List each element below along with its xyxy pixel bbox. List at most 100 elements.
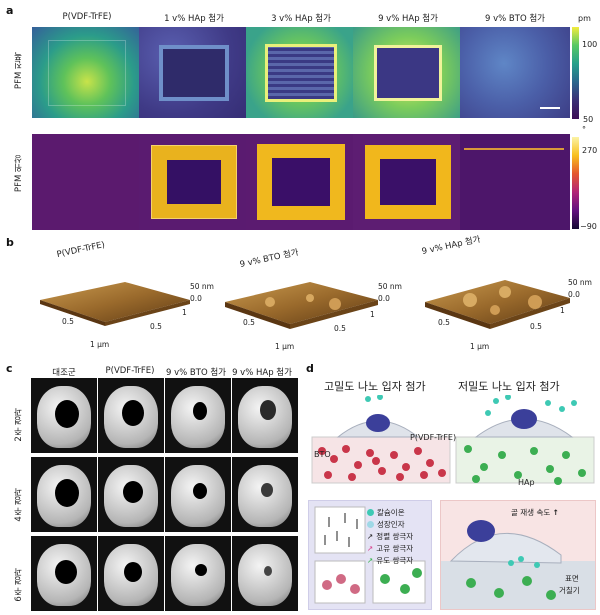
pfm-phase-3hap	[246, 134, 356, 230]
amp-colorbar	[572, 27, 579, 119]
amp-min: 50	[583, 115, 594, 124]
c-col-hap: 9 v% HAp 첨가	[232, 368, 292, 378]
amp-unit: pm	[578, 14, 591, 23]
pfm-amplitude-pvdf	[32, 27, 142, 118]
skull-2wk-bto	[165, 378, 231, 453]
cell-closeup	[441, 520, 595, 609]
calcium-dot-icon	[367, 509, 374, 516]
phase-min: −90	[580, 222, 597, 231]
col-label-9bto: 9 v% BTO 첨가	[485, 14, 545, 24]
c-col-bto: 9 v% BTO 첨가	[166, 368, 226, 378]
defect	[195, 564, 207, 576]
poled-square	[159, 44, 229, 101]
poled-square	[365, 145, 451, 219]
col-label-9hap: 9 v% HAp 첨가	[378, 14, 438, 24]
afm2-z-top: 50 nm	[378, 282, 402, 291]
defect	[193, 402, 207, 420]
c-row-6wk: 6주 경과	[14, 568, 24, 602]
afm3-x-um: 1 µm	[470, 342, 490, 351]
panel-d-label: d	[306, 362, 314, 375]
defect	[55, 400, 79, 428]
col-label-3hap: 3 v% HAp 첨가	[271, 14, 331, 24]
legend-induced-dipole: ↗ 유도 쌍극자	[367, 556, 414, 565]
panel-b-label: b	[6, 236, 14, 249]
legend-calcium: 칼슘이온	[367, 507, 405, 518]
c-col-control: 대조군	[52, 368, 76, 378]
afm2-y-one: 1	[370, 310, 375, 319]
afm3-y-mid: 0.5	[530, 322, 542, 331]
row-label-phase: PFM 위상	[14, 155, 24, 193]
defect	[55, 560, 77, 584]
legend-intrinsic-dipole: ↗ 고유 쌍극자	[367, 544, 414, 553]
col-label-pvdf: P(VDF-TrFE)	[62, 12, 112, 22]
poled-square	[257, 144, 345, 220]
surface-rough-label-2: 거칠기	[559, 586, 580, 595]
afm-surface-pvdf	[40, 282, 190, 322]
afm-surface-bto	[225, 282, 378, 324]
defect	[193, 483, 207, 499]
d-title-low-density: 저밀도 나노 입자 첨가	[458, 380, 560, 393]
up-arrow-icon: ↑	[552, 508, 559, 517]
afm1-z-zero: 0.0	[190, 294, 202, 303]
afm2-x-um: 1 µm	[275, 342, 295, 351]
skull-4wk-pvdf	[98, 457, 164, 532]
row-label-amplitude: PFM 진폭	[14, 52, 24, 90]
poled-square	[265, 43, 337, 102]
afm2-x-mid: 0.5	[243, 318, 255, 327]
legend-growth-factor: 성장인자	[367, 519, 405, 530]
defect	[261, 483, 273, 497]
cell-film-schematic	[311, 395, 595, 485]
phase-colorbar	[572, 137, 579, 229]
poled-square	[151, 145, 237, 219]
col-label-1hap: 1 v% HAp 첨가	[164, 14, 224, 24]
phase-max: 270	[582, 146, 598, 155]
afm1-x-mid: 0.5	[62, 317, 74, 326]
defect	[260, 400, 276, 420]
afm3-z-top: 50 nm	[568, 278, 592, 287]
bone-regen-box: 골 재생 속도 ↑ 표면 거칠기	[440, 500, 596, 610]
afm3-z-zero: 0.0	[568, 290, 580, 299]
skull-6wk-pvdf	[98, 536, 164, 611]
skull-6wk-hap	[232, 536, 298, 611]
skull-6wk-control	[31, 536, 97, 611]
skull-4wk-control	[31, 457, 97, 532]
afm-title-hap: 9 v% HAp 첨가	[420, 234, 482, 257]
defect	[124, 562, 142, 582]
amp-max: 100	[582, 40, 598, 49]
green-arrow-icon: ↗	[367, 556, 374, 565]
label-bto: BTO	[314, 450, 331, 459]
poled-square	[48, 39, 126, 106]
skull-4wk-hap	[232, 457, 298, 532]
pfm-amplitude-9bto	[460, 27, 570, 118]
defect	[264, 566, 272, 576]
surface-rough-label-1: 표면	[565, 574, 579, 583]
skull-4wk-bto	[165, 457, 231, 532]
afm-surfaces	[40, 280, 570, 329]
label-pvdf: P(VDF-TrFE)	[410, 433, 457, 442]
c-row-2wk: 2주 경과	[14, 408, 24, 442]
skull-2wk-hap	[232, 378, 298, 453]
afm2-z-zero: 0.0	[378, 294, 390, 303]
black-arrow-icon: ↗	[367, 532, 374, 541]
afm2-y-mid: 0.5	[334, 324, 346, 333]
dipole-diagram	[314, 506, 426, 604]
panel-a-label: a	[6, 4, 14, 17]
defect	[55, 479, 79, 507]
skull-2wk-pvdf	[98, 378, 164, 453]
d-title-high-density: 고밀도 나노 입자 첨가	[324, 380, 426, 393]
pfm-amplitude-1hap	[139, 27, 249, 118]
afm1-z-top: 50 nm	[190, 282, 214, 291]
pink-arrow-icon: ↗	[367, 544, 374, 553]
defect	[123, 481, 143, 503]
afm1-y-mid: 0.5	[150, 322, 162, 331]
c-col-pvdf: P(VDF-TrFE)	[105, 366, 155, 376]
legend-box: 칼슘이온 성장인자 ↗ 정렬 쌍극자 ↗ 고유 쌍극자 ↗ 유도 쌍극자	[308, 500, 432, 610]
growth-factor-dot-icon	[367, 521, 374, 528]
c-row-4wk: 4주 경과	[14, 488, 24, 522]
phase-unit: °	[582, 125, 586, 134]
skull-6wk-bto	[165, 536, 231, 611]
label-hap: HAp	[518, 478, 535, 487]
defect	[122, 400, 144, 426]
poled-square	[374, 44, 442, 101]
scale-bar	[540, 107, 560, 109]
